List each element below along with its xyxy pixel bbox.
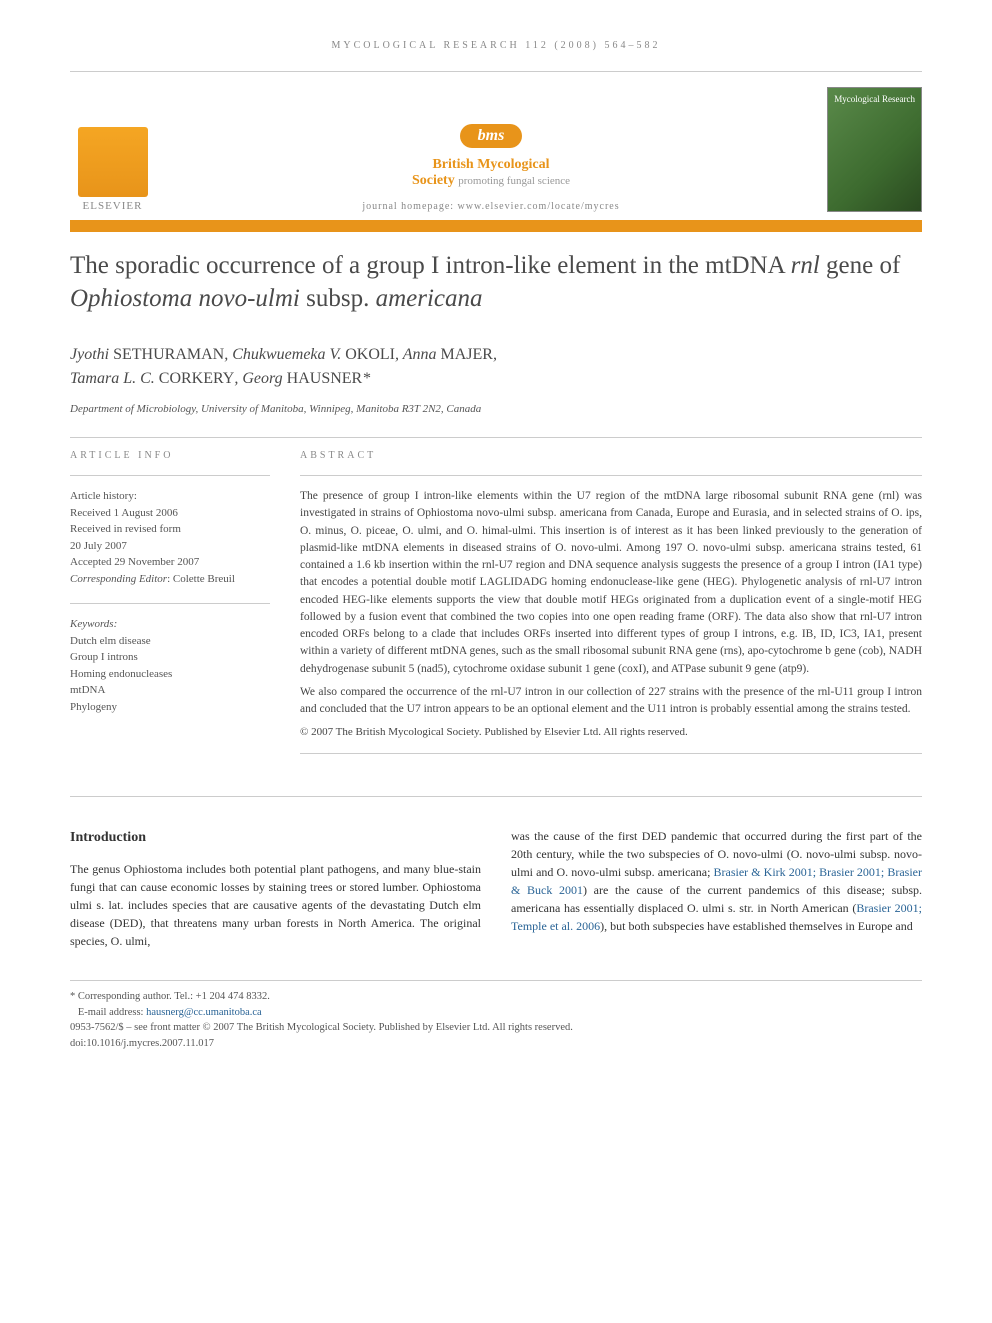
society-block: bms British Mycological Society promotin… <box>155 124 827 212</box>
editor-label: Corresponding Editor <box>70 573 167 585</box>
article-info: ARTICLE INFO Article history: Received 1… <box>70 450 270 766</box>
title-part3: subsp. <box>300 285 376 312</box>
title-ital1: rnl <box>791 252 820 279</box>
intro-right-text: was the cause of the first DED pandemic … <box>511 827 922 935</box>
author-4-given: Tamara L. C. <box>70 370 159 387</box>
article-title: The sporadic occurrence of a group I int… <box>70 250 922 315</box>
corresponding-mark: * <box>362 370 370 387</box>
footnotes: * Corresponding author. Tel.: +1 204 474… <box>70 980 922 1052</box>
elsevier-logo[interactable]: ELSEVIER <box>70 117 155 212</box>
intro-right-c: ), but both subspecies have established … <box>600 919 913 933</box>
author-3-given: Anna <box>403 346 441 363</box>
keyword-3: Homing endonucleases <box>70 666 270 683</box>
accent-bar <box>70 220 922 232</box>
author-3-surname: MAJER <box>441 346 493 363</box>
elsevier-label: ELSEVIER <box>83 200 143 212</box>
divider <box>300 753 922 754</box>
introduction-heading: Introduction <box>70 827 481 848</box>
divider <box>70 796 922 797</box>
title-ital2: Ophiostoma novo-ulmi <box>70 285 300 312</box>
body-right-col: was the cause of the first DED pandemic … <box>511 827 922 950</box>
society-name: British Mycological Society promoting fu… <box>175 157 807 189</box>
homepage-url[interactable]: www.elsevier.com/locate/mycres <box>458 201 620 212</box>
info-abstract-row: ARTICLE INFO Article history: Received 1… <box>70 450 922 766</box>
author-5-given: Georg <box>242 370 286 387</box>
authors-list: Jyothi SETHURAMAN, Chukwuemeka V. OKOLI,… <box>70 343 922 391</box>
abstract-copyright: © 2007 The British Mycological Society. … <box>300 724 922 741</box>
elsevier-tree-icon <box>78 127 148 197</box>
divider <box>300 475 922 476</box>
author-5-surname: HAUSNER <box>287 370 363 387</box>
affiliation: Department of Microbiology, University o… <box>70 403 922 415</box>
abstract-heading: ABSTRACT <box>300 450 922 461</box>
abstract-p1: The presence of group I intron-like elem… <box>300 488 922 678</box>
keyword-5: Phylogeny <box>70 699 270 716</box>
keyword-4: mtDNA <box>70 682 270 699</box>
divider <box>70 475 270 476</box>
revised-line1: Received in revised form <box>70 521 270 538</box>
divider <box>70 603 270 604</box>
homepage-label: journal homepage: <box>362 201 457 212</box>
email-link[interactable]: hausnerg@cc.umanitoba.ca <box>146 1007 262 1018</box>
author-4-surname: CORKERY <box>159 370 235 387</box>
abstract: ABSTRACT The presence of group I intron-… <box>300 450 922 766</box>
journal-header: ELSEVIER bms British Mycological Society… <box>70 71 922 212</box>
issn-line: 0953-7562/$ – see front matter © 2007 Th… <box>70 1020 922 1036</box>
history-head: Article history: <box>70 490 137 502</box>
intro-left-text: The genus Ophiostoma includes both poten… <box>70 860 481 950</box>
title-part2: gene of <box>820 252 901 279</box>
body-left-col: Introduction The genus Ophiostoma includ… <box>70 827 481 950</box>
title-part1: The sporadic occurrence of a group I int… <box>70 252 791 279</box>
author-2-surname: OKOLI <box>345 346 395 363</box>
author-2-given: Chukwuemeka V. <box>232 346 345 363</box>
society-name-word: Society <box>412 173 455 188</box>
received-date: Received 1 August 2006 <box>70 505 270 522</box>
keywords-head: Keywords: <box>70 616 270 633</box>
article-info-heading: ARTICLE INFO <box>70 450 270 461</box>
society-main: British Mycological <box>432 157 549 172</box>
accepted-date: Accepted 29 November 2007 <box>70 554 270 571</box>
keyword-1: Dutch elm disease <box>70 633 270 650</box>
author-1-given: Jyothi <box>70 346 113 363</box>
bms-oval-icon: bms <box>460 124 523 148</box>
title-ital3: americana <box>376 285 483 312</box>
corresponding-author-note: * Corresponding author. Tel.: +1 204 474… <box>70 989 922 1005</box>
body-columns: Introduction The genus Ophiostoma includ… <box>70 827 922 950</box>
revised-line2: 20 July 2007 <box>70 538 270 555</box>
journal-cover-thumbnail[interactable]: Mycological Research <box>827 87 922 212</box>
author-1-surname: SETHURAMAN <box>113 346 224 363</box>
abstract-p2: We also compared the occurrence of the r… <box>300 684 922 719</box>
journal-reference: MYCOLOGICAL RESEARCH 112 (2008) 564–582 <box>70 40 922 51</box>
email-label: E-mail address: <box>78 1007 146 1018</box>
cover-title: Mycological Research <box>834 94 915 104</box>
keyword-2: Group I introns <box>70 649 270 666</box>
journal-homepage: journal homepage: www.elsevier.com/locat… <box>175 201 807 212</box>
divider <box>70 437 922 438</box>
editor-name: : Colette Breuil <box>167 573 235 585</box>
bms-logo: bms <box>460 124 523 148</box>
doi-line: doi:10.1016/j.mycres.2007.11.017 <box>70 1036 922 1052</box>
society-tagline: promoting fungal science <box>458 175 570 187</box>
